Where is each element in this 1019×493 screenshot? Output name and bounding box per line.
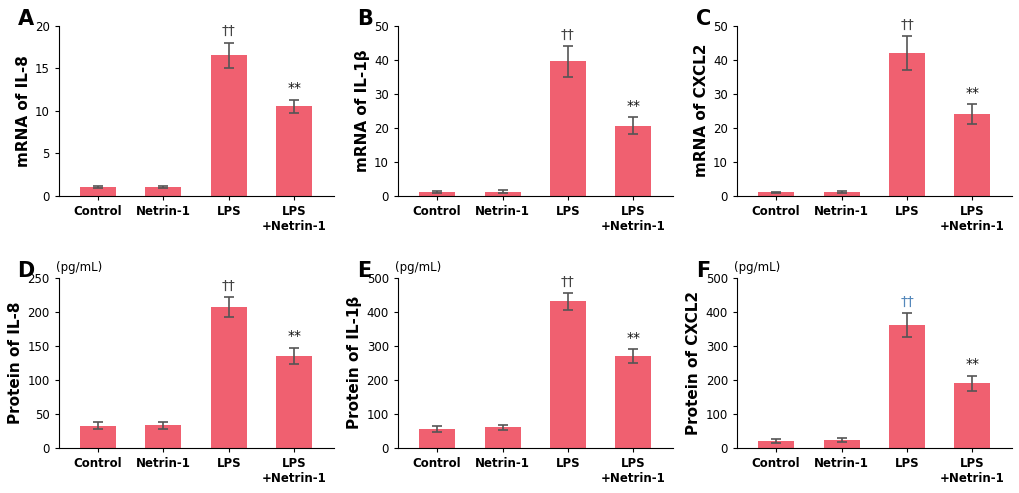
Bar	[614, 126, 651, 196]
Text: B: B	[357, 8, 372, 29]
Bar	[276, 106, 312, 196]
Text: F: F	[695, 261, 709, 281]
Bar	[484, 427, 520, 448]
Bar	[211, 307, 247, 448]
Y-axis label: Protein of CXCL2: Protein of CXCL2	[686, 290, 701, 435]
Bar	[79, 187, 116, 196]
Bar	[757, 441, 794, 448]
Bar	[889, 53, 924, 196]
Y-axis label: mRNA of IL-8: mRNA of IL-8	[15, 55, 31, 167]
Text: ††: ††	[560, 28, 575, 42]
Text: **: **	[964, 86, 978, 100]
Bar	[419, 192, 454, 196]
Text: C: C	[695, 8, 710, 29]
Text: **: **	[287, 329, 301, 344]
Bar	[146, 187, 181, 196]
Text: **: **	[287, 81, 301, 95]
Text: **: **	[626, 99, 640, 113]
Bar	[146, 425, 181, 448]
Bar	[549, 61, 585, 196]
Text: (pg/mL): (pg/mL)	[734, 261, 780, 274]
Bar	[614, 356, 651, 448]
Bar	[211, 55, 247, 196]
Y-axis label: Protein of IL-8: Protein of IL-8	[8, 301, 23, 424]
Text: **: **	[964, 357, 978, 371]
Text: E: E	[357, 261, 371, 281]
Text: (pg/mL): (pg/mL)	[394, 261, 441, 274]
Bar	[889, 325, 924, 448]
Bar	[954, 383, 989, 448]
Bar	[954, 114, 989, 196]
Text: ††: ††	[899, 18, 913, 32]
Bar	[276, 356, 312, 448]
Y-axis label: mRNA of CXCL2: mRNA of CXCL2	[693, 44, 708, 177]
Text: (pg/mL): (pg/mL)	[56, 261, 102, 274]
Bar	[419, 429, 454, 448]
Text: A: A	[17, 8, 34, 29]
Bar	[822, 440, 859, 448]
Bar	[79, 426, 116, 448]
Bar	[484, 191, 520, 196]
Text: ††: ††	[899, 295, 913, 309]
Text: **: **	[626, 331, 640, 345]
Y-axis label: Protein of IL-1β: Protein of IL-1β	[347, 296, 362, 429]
Text: ††: ††	[560, 275, 575, 289]
Bar	[549, 301, 585, 448]
Text: D: D	[17, 261, 35, 281]
Bar	[822, 192, 859, 196]
Text: ††: ††	[222, 279, 235, 292]
Bar	[757, 192, 794, 196]
Y-axis label: mRNA of IL-1β: mRNA of IL-1β	[355, 49, 370, 172]
Text: ††: ††	[222, 24, 235, 38]
